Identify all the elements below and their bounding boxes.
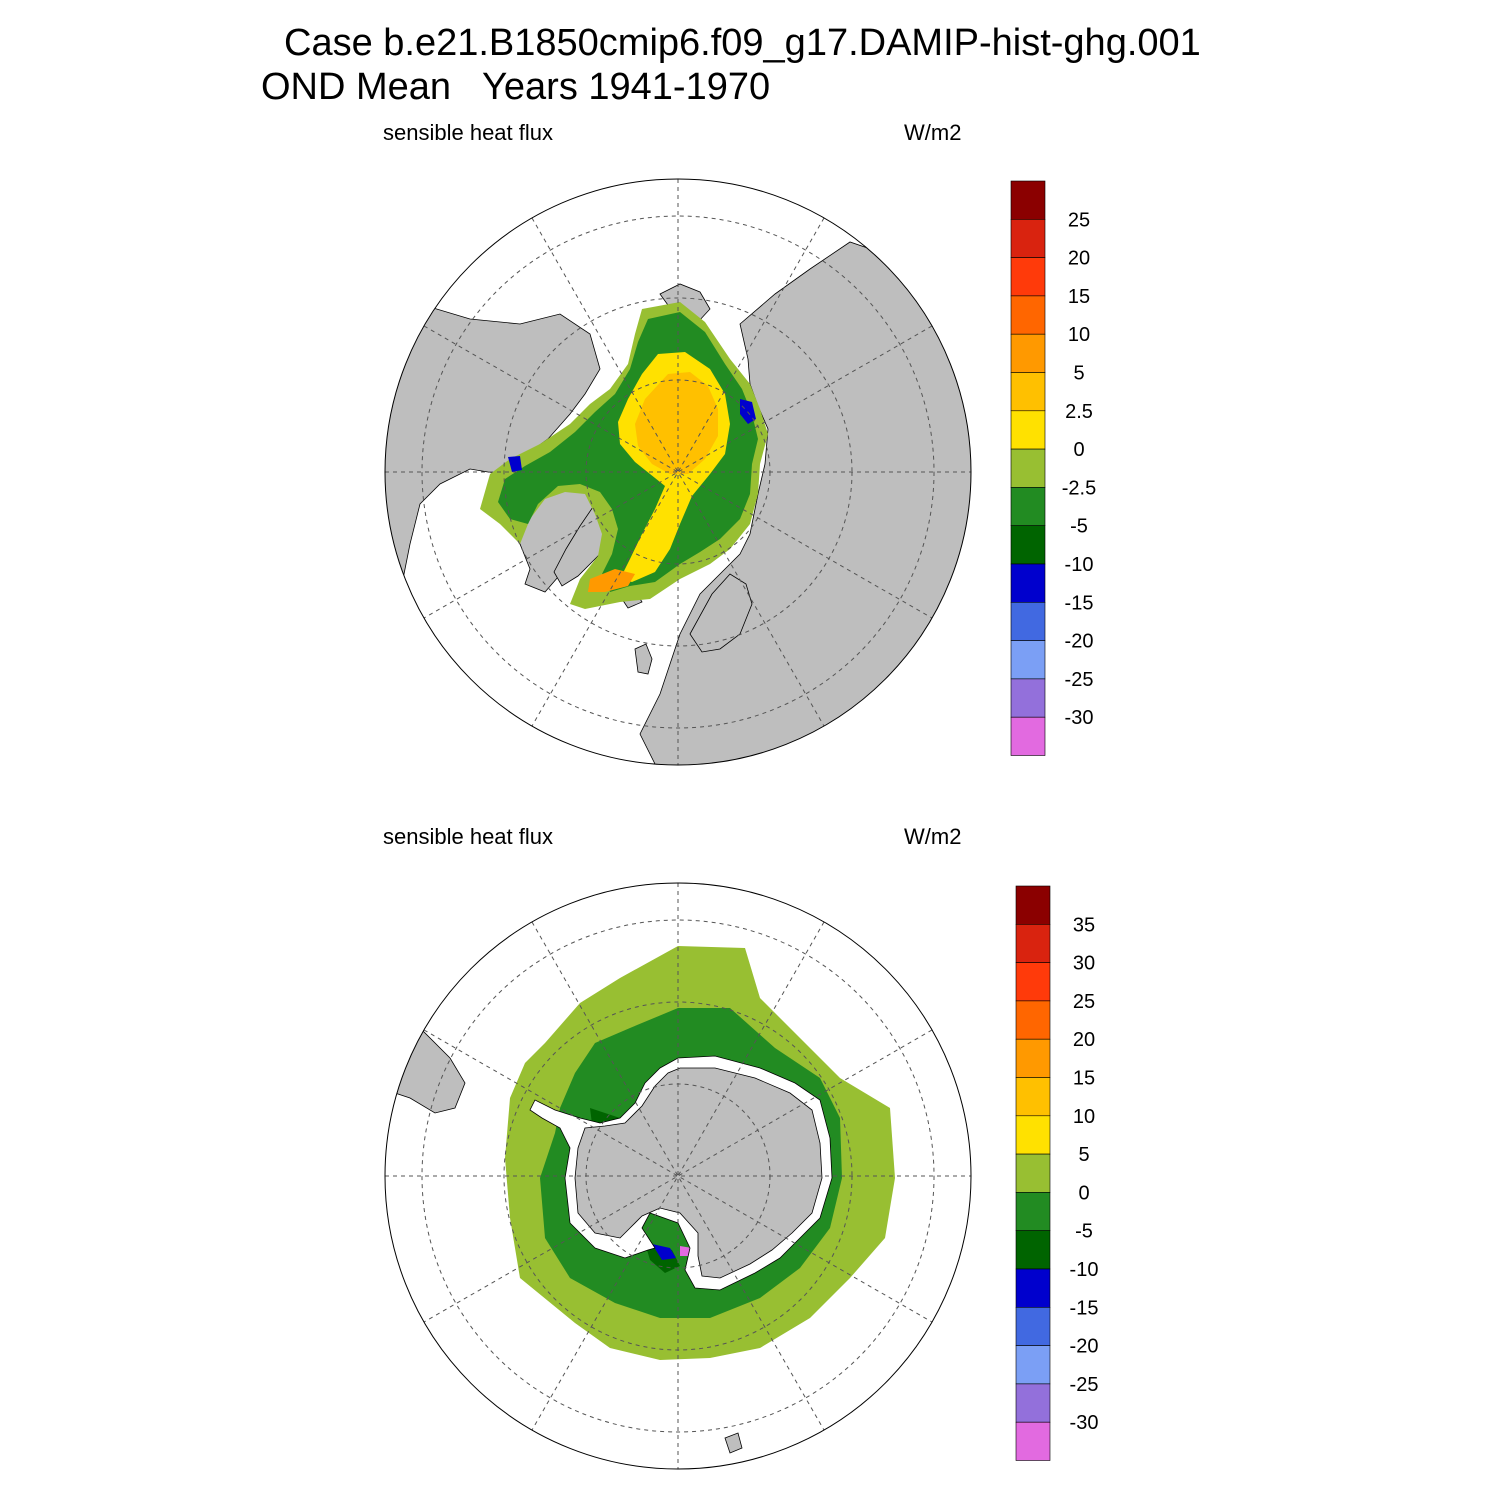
nh-colorbar-swatch <box>1010 525 1046 565</box>
nh-colorbar-label: 20 <box>1068 248 1090 270</box>
sh-colorbar-swatch <box>1015 1306 1051 1346</box>
nh-colorbar-swatch <box>1010 410 1046 450</box>
nh-units-label: W/m2 <box>904 120 962 145</box>
nh-colorbar: 25 20 15 10 5 2.5 0 -2.5 -5 -10 -15 -20 -25 -30 <box>1010 180 1096 756</box>
nh-colorbar-swatch <box>1010 716 1046 756</box>
nh-graticule <box>385 179 971 765</box>
sh-colorbar: 35 30 25 20 15 10 5 0 -5 -10 -15 -20 -25 -30 <box>1015 885 1099 1461</box>
sh-colorbar-swatch <box>1015 1230 1051 1270</box>
sh-units-label: W/m2 <box>904 824 962 849</box>
sh-colorbar-swatch <box>1015 1421 1051 1461</box>
nh-colorbar-swatch <box>1010 563 1046 603</box>
sh-colorbar-label: -10 <box>1070 1259 1099 1281</box>
sh-land-island <box>724 1432 743 1454</box>
nh-colorbar-label: -25 <box>1065 669 1094 691</box>
nh-colorbar-label: 10 <box>1068 324 1090 346</box>
nh-colorbar-swatch <box>1010 295 1046 335</box>
nh-flux-field <box>480 302 768 609</box>
nh-colorbar-label: 15 <box>1068 286 1090 308</box>
nh-colorbar-label: 5 <box>1073 363 1084 385</box>
nh-colorbar-swatch <box>1010 333 1046 373</box>
sh-colorbar-swatch <box>1015 1000 1051 1040</box>
nh-colorbar-swatch <box>1010 448 1046 488</box>
sh-colorbar-label: -25 <box>1070 1374 1099 1396</box>
nh-colorbar-label: -2.5 <box>1062 477 1096 499</box>
sh-map-border <box>384 882 972 1470</box>
sh-colorbar-label: -5 <box>1075 1221 1093 1243</box>
nh-map-border <box>384 178 972 766</box>
sh-colorbar-swatch <box>1015 923 1051 963</box>
sh-colorbar-label: -15 <box>1070 1297 1099 1319</box>
nh-colorbar-swatch <box>1010 218 1046 258</box>
sh-colorbar-swatch <box>1015 962 1051 1002</box>
sh-colorbar-label: 20 <box>1073 1029 1095 1051</box>
nh-colorbar-swatch <box>1010 601 1046 641</box>
sh-colorbar-label: 35 <box>1073 914 1095 936</box>
nh-colorbar-label: -5 <box>1070 516 1088 538</box>
nh-colorbar-label: 0 <box>1073 439 1084 461</box>
nh-colorbar-label: -30 <box>1065 707 1094 729</box>
sh-colorbar-swatch <box>1015 1038 1051 1078</box>
nh-colorbar-label: -10 <box>1065 554 1094 576</box>
nh-colorbar-swatch <box>1010 487 1046 526</box>
sh-colorbar-label: 30 <box>1073 953 1095 975</box>
nh-colorbar-swatch <box>1010 257 1046 297</box>
sh-field-label: sensible heat flux <box>383 824 553 849</box>
nh-colorbar-swatch <box>1010 640 1046 680</box>
sh-land-antarctica <box>529 1055 833 1291</box>
figure-title-line1: Case b.e21.B1850cmip6.f09_g17.DAMIP-hist… <box>284 22 1201 64</box>
sh-colorbar-label: 25 <box>1073 991 1095 1013</box>
sh-colorbar-swatch <box>1015 885 1051 925</box>
sh-colorbar-label: -30 <box>1070 1412 1099 1434</box>
sh-colorbar-swatch <box>1015 1345 1051 1385</box>
sh-colorbar-swatch <box>1015 1115 1051 1155</box>
nh-colorbar-swatch <box>1010 180 1046 220</box>
sh-colorbar-label: 5 <box>1078 1144 1089 1166</box>
nh-colorbar-label: -15 <box>1065 592 1094 614</box>
sh-colorbar-swatch <box>1015 1192 1051 1231</box>
nh-colorbar-label: 25 <box>1068 209 1090 231</box>
sh-colorbar-swatch <box>1015 1383 1051 1423</box>
nh-field-label: sensible heat flux <box>383 120 553 145</box>
sh-colorbar-swatch <box>1015 1153 1051 1193</box>
sh-colorbar-label: 0 <box>1078 1182 1089 1204</box>
sh-graticule <box>385 883 971 1469</box>
sh-colorbar-label: -20 <box>1070 1336 1099 1358</box>
sh-colorbar-swatch <box>1015 1077 1051 1117</box>
nh-colorbar-swatch <box>1010 678 1046 718</box>
nh-polar-map <box>384 178 972 766</box>
figure-title-line2: OND Mean Years 1941-1970 <box>261 66 771 108</box>
nh-colorbar-label: -20 <box>1065 631 1094 653</box>
sh-colorbar-label: 15 <box>1073 1068 1095 1090</box>
nh-colorbar-label: 2.5 <box>1065 401 1093 423</box>
sh-polar-map <box>384 882 972 1470</box>
sh-colorbar-label: 10 <box>1073 1106 1095 1128</box>
nh-colorbar-swatch <box>1010 372 1046 412</box>
sh-colorbar-swatch <box>1015 1268 1051 1308</box>
